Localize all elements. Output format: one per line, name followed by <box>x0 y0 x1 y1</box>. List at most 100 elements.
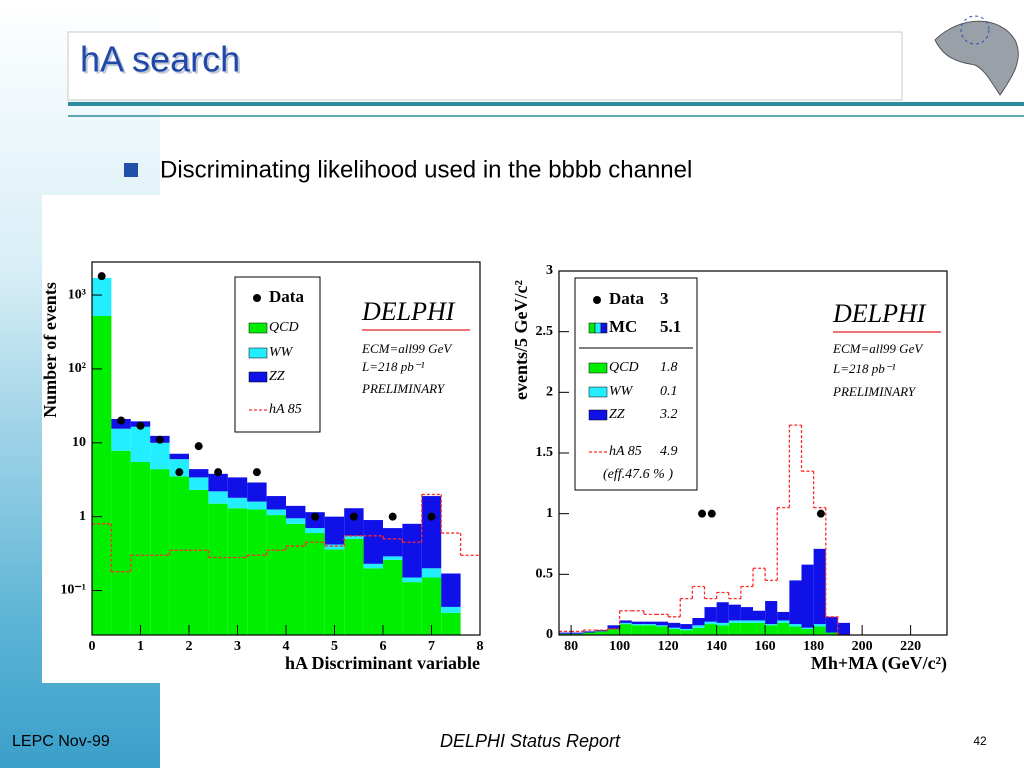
stack-segment <box>305 528 325 534</box>
stack-segment <box>704 607 717 622</box>
legend-label: Data <box>269 287 304 306</box>
legend-swatch <box>588 362 608 374</box>
annotation: L=218 pb⁻¹ <box>832 361 896 376</box>
data-point <box>349 512 358 521</box>
stack-segment <box>150 442 170 470</box>
stack-segment <box>402 523 422 578</box>
stack-segment <box>740 620 753 623</box>
stack-segment <box>286 523 306 635</box>
stack-segment <box>692 627 705 635</box>
stack-segment <box>111 428 131 451</box>
stack-segment <box>668 622 681 628</box>
legend-total: 4.9 <box>660 444 678 459</box>
y-tick-label: 0.5 <box>536 567 554 582</box>
x-tick-label: 1 <box>137 639 144 654</box>
stack-segment <box>813 624 826 627</box>
annotation: PRELIMINARY <box>361 381 446 396</box>
stack-segment <box>680 624 693 629</box>
data-point <box>194 442 203 451</box>
stack-segment <box>247 509 267 635</box>
logo-stars <box>960 15 990 45</box>
experiment-label: DELPHI <box>361 297 456 326</box>
x-axis-label: Mh+MA (GeV/c²) <box>811 653 947 674</box>
legend-mc-swatch <box>600 322 608 334</box>
stack-segment <box>130 461 151 635</box>
annotation: ECM=all99 GeV <box>832 341 924 356</box>
data-point <box>214 468 223 477</box>
y-tick-label: 1 <box>79 509 86 524</box>
legend-note: (eff.47.6 % ) <box>603 467 673 482</box>
legend-label: ZZ <box>269 369 285 384</box>
y-axis-label: events/5 GeV/c² <box>511 280 531 400</box>
data-point <box>816 509 825 518</box>
stack-segment <box>266 496 286 510</box>
stack-segment <box>344 508 364 536</box>
stack-segment <box>619 622 632 625</box>
stack-segment <box>765 625 778 635</box>
y-tick-label: 10 <box>72 435 86 450</box>
stack-segment <box>716 602 729 623</box>
stack-segment <box>656 626 669 635</box>
y-tick-label: 2.5 <box>536 324 554 339</box>
stack-segment <box>247 482 267 502</box>
stack-segment <box>716 622 729 626</box>
stack-segment <box>728 620 741 623</box>
x-tick-label: 5 <box>331 639 338 654</box>
stack-segment <box>421 577 442 635</box>
stack-segment <box>150 469 170 635</box>
legend-label: MC <box>609 317 637 336</box>
data-point <box>707 509 716 518</box>
y-tick-label: 10² <box>68 361 86 376</box>
stack-segment <box>825 632 838 635</box>
stack-segment <box>740 607 753 621</box>
stack-segment <box>668 627 681 629</box>
x-tick-label: 160 <box>755 639 776 654</box>
stack-segment <box>656 625 669 627</box>
x-tick-label: 6 <box>380 639 387 654</box>
stack-segment <box>208 491 228 504</box>
legend-box <box>574 277 698 491</box>
stack-segment <box>208 473 228 492</box>
data-point <box>311 512 320 521</box>
annotation: PRELIMINARY <box>832 384 917 399</box>
x-tick-label: 8 <box>477 639 484 654</box>
y-tick-label: 0 <box>546 627 553 642</box>
x-tick-label: 80 <box>564 639 578 654</box>
stack-segment <box>631 625 644 635</box>
logo <box>934 15 1019 96</box>
x-tick-label: 220 <box>900 639 921 654</box>
x-tick-label: 7 <box>428 639 435 654</box>
stack-segment <box>789 580 802 625</box>
stack-segment <box>789 624 802 627</box>
stack-segment <box>753 622 766 635</box>
stack-segment <box>583 631 596 633</box>
stack-segment <box>643 625 656 635</box>
legend-total: 3 <box>660 289 669 308</box>
stack-segment <box>305 533 325 635</box>
stack-segment <box>324 516 345 545</box>
legend-mc-swatch <box>594 322 602 334</box>
legend-swatch <box>248 322 268 334</box>
stack-segment <box>324 549 345 635</box>
stack-segment <box>837 622 850 635</box>
stack-segment <box>571 632 584 634</box>
stack-segment <box>777 622 790 635</box>
stack-segment <box>777 620 790 623</box>
stack-segment <box>441 573 461 607</box>
stack-segment <box>607 625 620 629</box>
legend-data-marker <box>593 296 601 304</box>
stack-segment <box>208 503 228 635</box>
stack-segment <box>363 563 383 569</box>
legend-label: Data <box>609 289 644 308</box>
legend-swatch <box>588 386 608 398</box>
stack-segment <box>227 477 248 498</box>
stack-segment <box>753 620 766 623</box>
legend-total: 1.8 <box>660 360 678 375</box>
title-box <box>67 31 903 101</box>
stack-segment <box>559 632 572 634</box>
legend-swatch <box>588 409 608 421</box>
stack-segment <box>692 625 705 628</box>
experiment-label: DELPHI <box>832 299 927 328</box>
stack-segment <box>189 477 209 490</box>
data-point <box>427 512 436 521</box>
